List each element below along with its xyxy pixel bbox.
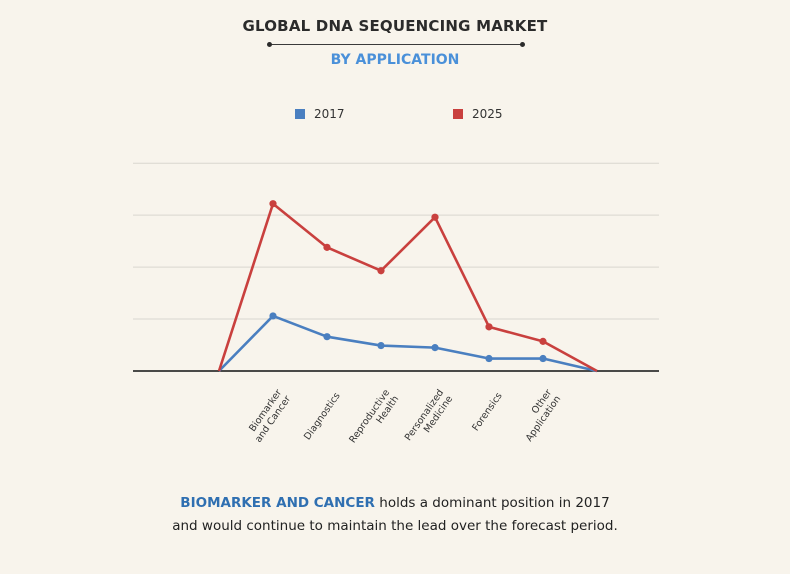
divider-dot-left — [267, 42, 272, 47]
data-point-2025-5 — [485, 323, 493, 331]
data-point-2017-2 — [323, 333, 331, 341]
data-point-2025-3 — [377, 267, 385, 275]
data-point-2025-1 — [269, 200, 277, 208]
chart-title: GLOBAL DNA SEQUENCING MARKET — [242, 17, 548, 35]
data-point-2017-6 — [539, 354, 547, 363]
x-tick-label: ReproductiveHealth — [347, 387, 401, 451]
legend-item-2025: 2025 — [453, 107, 503, 121]
data-point-2017-3 — [377, 341, 385, 350]
footer-highlight: BIOMARKER AND CANCER — [180, 495, 375, 511]
chart-subtitle: BY APPLICATION — [330, 52, 460, 68]
legend-item-2017: 2017 — [295, 107, 345, 121]
footer-line-1-text: holds a dominant position in 2017 — [374, 495, 610, 511]
data-point-2025-4 — [431, 213, 439, 221]
data-point-2025-6 — [539, 337, 547, 345]
title-divider — [267, 42, 525, 47]
legend-label-2017: 2017 — [314, 107, 345, 121]
data-point-2017-4 — [431, 344, 439, 352]
x-tick-label: Forensics — [470, 391, 504, 434]
x-tick-label: Biomarkerand Cancer — [244, 387, 293, 444]
data-point-2017-1 — [269, 312, 277, 320]
data-point-2017-5 — [485, 354, 493, 363]
series-line-2025 — [217, 202, 598, 373]
x-tick-label: PersonalizedMedicine — [403, 387, 455, 449]
footer-line-2: and would continue to maintain the lead … — [172, 518, 618, 534]
legend-swatch-2025 — [453, 109, 463, 119]
data-point-2025-2 — [323, 243, 331, 251]
legend-label-2025: 2025 — [472, 107, 503, 121]
x-tick-label: OtherApplication — [515, 387, 564, 443]
series-line-2017 — [218, 314, 598, 373]
line-chart: Biomarkerand Cancer Diagnostics Reproducti… — [133, 162, 659, 451]
divider-dot-right — [520, 42, 525, 47]
footer-line-1: BIOMARKER AND CANCER holds a dominant po… — [0, 491, 790, 515]
x-tick-label: Diagnostics — [302, 391, 343, 443]
legend-swatch-2017 — [295, 109, 305, 119]
